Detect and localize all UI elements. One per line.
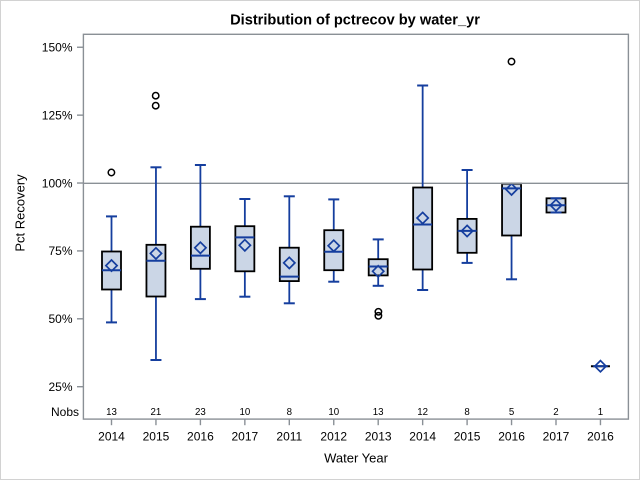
svg-text:2012: 2012	[320, 430, 347, 444]
svg-text:2015: 2015	[454, 430, 481, 444]
svg-text:2014: 2014	[409, 430, 436, 444]
svg-text:1: 1	[598, 407, 603, 418]
svg-text:150%: 150%	[42, 41, 73, 55]
svg-text:Nobs: Nobs	[51, 405, 79, 419]
svg-text:8: 8	[287, 407, 292, 418]
svg-text:21: 21	[151, 407, 162, 418]
svg-text:25%: 25%	[48, 380, 72, 394]
svg-text:2013: 2013	[365, 430, 392, 444]
svg-text:13: 13	[373, 407, 384, 418]
svg-text:2017: 2017	[543, 430, 570, 444]
svg-text:Pct Recovery: Pct Recovery	[13, 174, 28, 252]
svg-text:8: 8	[464, 407, 469, 418]
svg-text:2015: 2015	[143, 430, 170, 444]
svg-text:Distribution of pctrecov by wa: Distribution of pctrecov by water_yr	[230, 12, 480, 28]
svg-text:2016: 2016	[187, 430, 214, 444]
svg-text:2: 2	[553, 407, 558, 418]
svg-text:23: 23	[195, 407, 206, 418]
svg-text:2016: 2016	[498, 430, 525, 444]
svg-text:2011: 2011	[276, 430, 302, 444]
svg-text:100%: 100%	[42, 176, 73, 190]
svg-text:2017: 2017	[231, 430, 258, 444]
svg-text:10: 10	[328, 407, 339, 418]
svg-text:125%: 125%	[42, 108, 73, 122]
svg-text:12: 12	[417, 407, 428, 418]
svg-text:2016: 2016	[587, 430, 614, 444]
svg-text:50%: 50%	[48, 312, 72, 326]
svg-text:5: 5	[509, 407, 514, 418]
svg-text:13: 13	[106, 407, 117, 418]
svg-text:10: 10	[239, 407, 250, 418]
svg-text:75%: 75%	[48, 244, 72, 258]
svg-text:Water Year: Water Year	[324, 450, 389, 465]
svg-text:2014: 2014	[98, 430, 125, 444]
